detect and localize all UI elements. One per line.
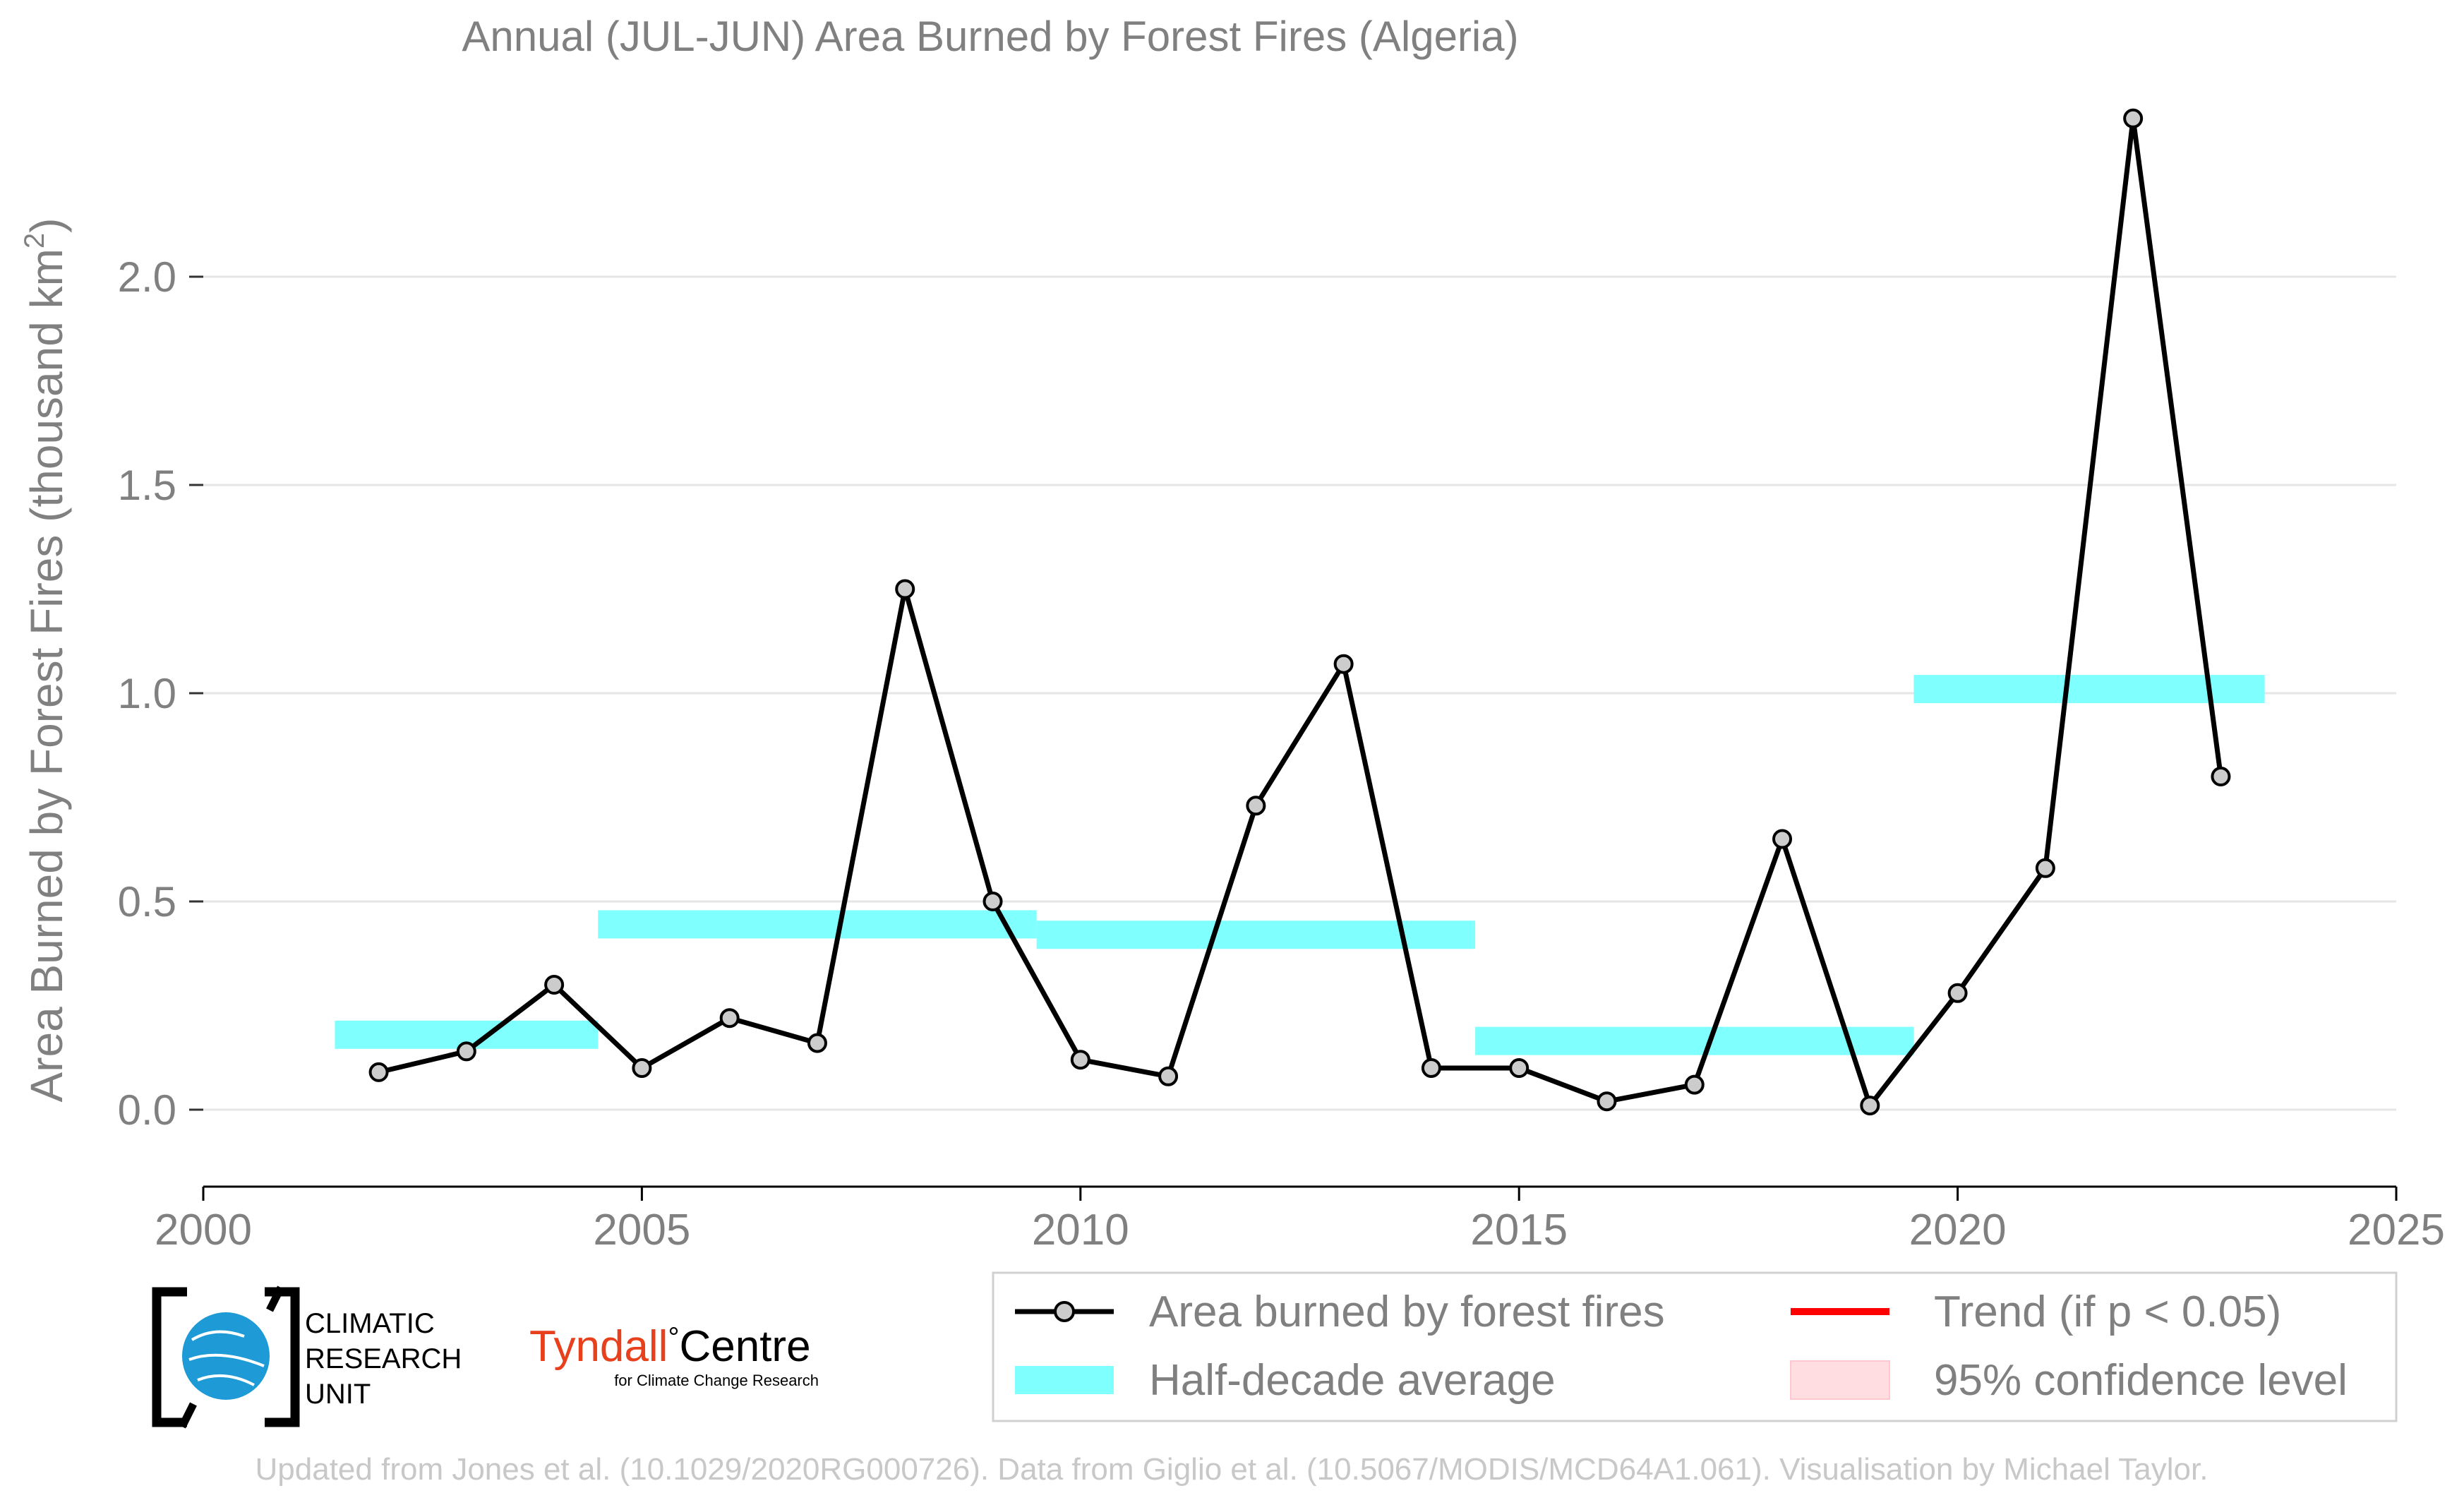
half-decade-band bbox=[1036, 921, 1476, 949]
y-axis-label: Area Burned by Forest Fires (thousand km… bbox=[19, 218, 72, 1103]
y-tick-label: 1.5 bbox=[118, 462, 176, 509]
x-tick-label: 2005 bbox=[593, 1206, 690, 1254]
legend-box bbox=[992, 1271, 2398, 1422]
legend: Area burned by forest fires Trend (if p … bbox=[992, 1271, 2398, 1422]
data-point bbox=[1772, 829, 1793, 849]
tyndall-logo-centre: Centre bbox=[679, 1322, 810, 1371]
data-point bbox=[544, 975, 565, 995]
legend-label-half-decade: Half-decade average bbox=[1149, 1356, 1556, 1405]
tyndall-logo-subtitle: for Climate Change Research bbox=[614, 1372, 819, 1389]
axes: 0.0 0.5 1.0 1.5 2.0 2000 2005 2010 2015 2020 2025 bbox=[118, 253, 2445, 1254]
y-axis-label-close: ) bbox=[21, 218, 72, 233]
x-tick-label: 2015 bbox=[1470, 1206, 1568, 1254]
data-point bbox=[456, 1041, 476, 1062]
cru-globe-swirl bbox=[188, 1330, 265, 1386]
data-point bbox=[1509, 1058, 1530, 1078]
legend-label-trend: Trend (if p < 0.05) bbox=[1934, 1288, 2281, 1336]
legend-band-swatch bbox=[1015, 1366, 1114, 1394]
legend-confidence-swatch bbox=[1790, 1360, 1890, 1400]
data-point bbox=[1421, 1058, 1441, 1078]
y-tick-label: 0.5 bbox=[118, 878, 176, 925]
x-tick-label: 2000 bbox=[155, 1206, 252, 1254]
half-decade-band bbox=[598, 910, 1037, 939]
data-point bbox=[1684, 1074, 1705, 1095]
data-point bbox=[895, 579, 915, 599]
tyndall-logo: Tyndall°Centre for Climate Change Resear… bbox=[529, 1322, 819, 1389]
y-tick-label: 1.0 bbox=[118, 670, 176, 717]
data-point bbox=[1158, 1066, 1179, 1086]
half-decade-band bbox=[1475, 1026, 1914, 1055]
x-tick-label: 2010 bbox=[1032, 1206, 1129, 1254]
y-tick-label: 2.0 bbox=[118, 253, 176, 301]
series-line bbox=[378, 116, 2223, 1108]
data-point bbox=[2035, 858, 2055, 878]
y-axis-label-main: Area Burned by Forest Fires (thousand km bbox=[21, 248, 72, 1102]
footer-credit: Updated from Jones et al. (10.1029/2020R… bbox=[256, 1452, 2208, 1487]
data-point bbox=[1947, 983, 1968, 1003]
data-point bbox=[1333, 654, 1354, 674]
data-point bbox=[1070, 1050, 1090, 1070]
cru-logo-line-2: RESEARCH bbox=[305, 1343, 462, 1374]
grid-lines bbox=[203, 275, 2396, 1111]
cru-logo-bracket-left bbox=[152, 1287, 187, 1427]
data-point bbox=[807, 1033, 827, 1053]
y-tick-label: 0.0 bbox=[118, 1086, 176, 1134]
data-point bbox=[1860, 1096, 1880, 1116]
cru-logo-slash-bottom bbox=[179, 1402, 197, 1429]
series-line-path bbox=[378, 116, 2223, 1108]
legend-label-area: Area burned by forest fires bbox=[1149, 1288, 1665, 1336]
chart-title: Annual (JUL-JUN) Area Burned by Forest F… bbox=[462, 13, 1518, 60]
series-markers bbox=[368, 108, 2231, 1116]
data-point bbox=[982, 892, 1003, 911]
data-point bbox=[719, 1008, 740, 1029]
data-point bbox=[2211, 767, 2231, 786]
tyndall-logo-main: Tyndall bbox=[529, 1322, 668, 1371]
data-point bbox=[1246, 796, 1266, 816]
data-point bbox=[1597, 1091, 1617, 1112]
tyndall-logo-text: Tyndall°Centre bbox=[529, 1322, 811, 1371]
data-point bbox=[368, 1062, 389, 1082]
legend-label-confidence: 95% confidence level bbox=[1934, 1356, 2348, 1405]
data-point bbox=[632, 1058, 652, 1078]
cru-logo-line-3: UNIT bbox=[305, 1379, 371, 1410]
legend-marker-swatch bbox=[1054, 1301, 1075, 1322]
y-axis-label-sup: 2 bbox=[19, 233, 50, 248]
cru-logo-slash-top bbox=[266, 1285, 284, 1312]
x-tick-label: 2025 bbox=[2348, 1206, 2445, 1254]
cru-logo-line-1: CLIMATIC bbox=[305, 1308, 435, 1339]
data-point bbox=[2123, 108, 2144, 128]
cru-logo: CLIMATIC RESEARCH UNIT bbox=[152, 1285, 462, 1429]
x-tick-label: 2020 bbox=[1909, 1206, 2007, 1254]
tyndall-logo-degree: ° bbox=[668, 1322, 679, 1353]
